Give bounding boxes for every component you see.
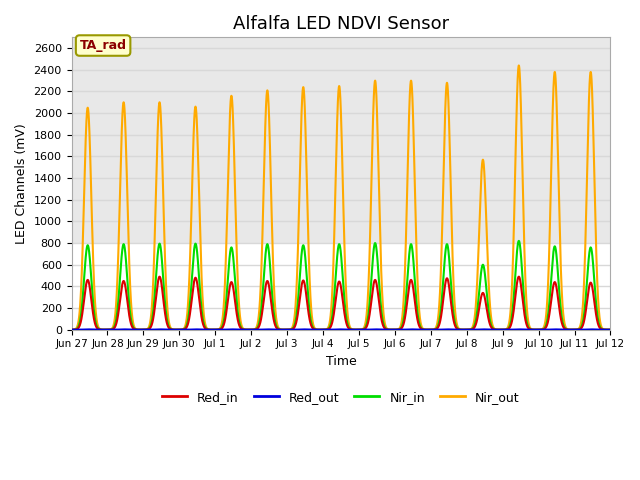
Bar	[72, 37, 611, 243]
Text: TA_rad: TA_rad	[79, 39, 127, 52]
X-axis label: Time: Time	[326, 355, 356, 368]
Title: Alfalfa LED NDVI Sensor: Alfalfa LED NDVI Sensor	[233, 15, 449, 33]
Legend: Red_in, Red_out, Nir_in, Nir_out: Red_in, Red_out, Nir_in, Nir_out	[157, 385, 525, 408]
Y-axis label: LED Channels (mV): LED Channels (mV)	[15, 123, 28, 244]
